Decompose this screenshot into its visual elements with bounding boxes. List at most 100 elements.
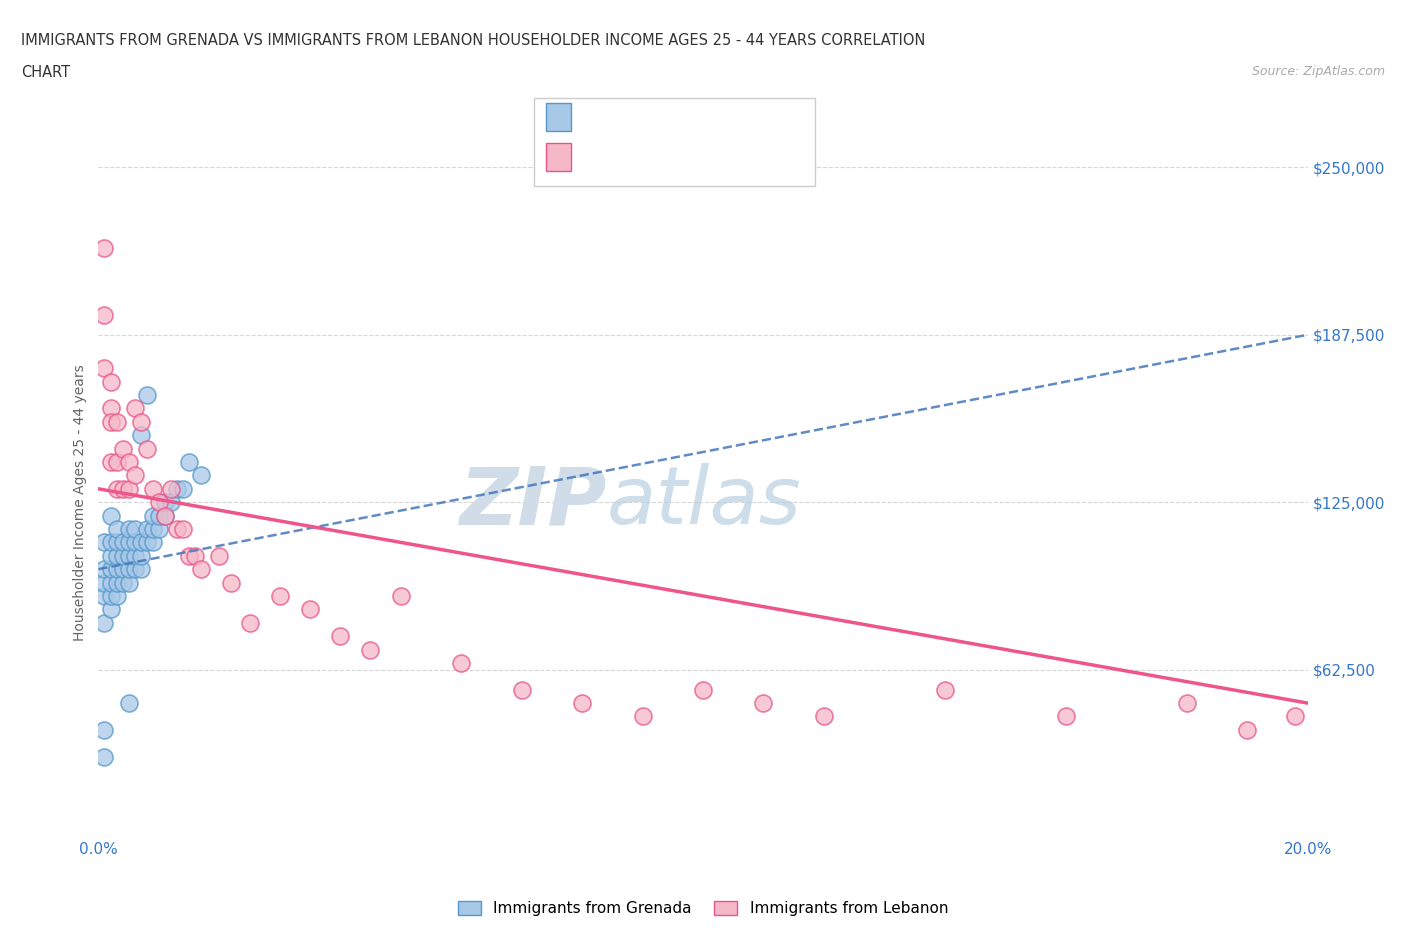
- Point: [100, 589, 122, 604]
- Point: [129, 549, 152, 564]
- Point: [93, 616, 115, 631]
- Text: R =: R =: [582, 109, 619, 127]
- Point: [111, 482, 134, 497]
- Point: [135, 535, 157, 550]
- Text: N =: N =: [686, 109, 723, 127]
- Point: [172, 482, 194, 497]
- Point: [142, 508, 165, 523]
- Point: [329, 629, 352, 644]
- Point: [105, 589, 128, 604]
- Text: CHART: CHART: [21, 65, 70, 80]
- Point: [124, 535, 146, 550]
- Point: [166, 522, 188, 537]
- Point: [221, 575, 243, 590]
- Point: [135, 522, 157, 537]
- Text: R =: R =: [582, 149, 619, 167]
- Point: [124, 549, 146, 564]
- Point: [111, 535, 134, 550]
- Point: [105, 562, 128, 577]
- Point: [105, 535, 128, 550]
- Text: ZIP: ZIP: [458, 463, 606, 541]
- Point: [100, 562, 122, 577]
- Point: [299, 602, 322, 617]
- Point: [153, 508, 176, 523]
- Text: N =: N =: [686, 149, 723, 167]
- Point: [105, 482, 128, 497]
- Point: [124, 468, 146, 483]
- Point: [129, 415, 152, 430]
- Point: [179, 549, 201, 564]
- Point: [93, 361, 115, 376]
- Text: 53: 53: [728, 109, 751, 127]
- Point: [129, 428, 152, 443]
- Point: [135, 441, 157, 456]
- Point: [692, 683, 714, 698]
- Point: [100, 535, 122, 550]
- Point: [100, 401, 122, 416]
- Point: [166, 482, 188, 497]
- Point: [93, 750, 115, 764]
- Point: [1284, 709, 1306, 724]
- Point: [118, 522, 141, 537]
- Point: [142, 522, 165, 537]
- Text: 47: 47: [728, 149, 752, 167]
- Point: [105, 455, 128, 470]
- Point: [93, 562, 115, 577]
- Point: [105, 575, 128, 590]
- Point: [1175, 696, 1198, 711]
- Point: [124, 562, 146, 577]
- Point: [142, 535, 165, 550]
- Point: [105, 415, 128, 430]
- Point: [124, 401, 146, 416]
- Point: [389, 589, 412, 604]
- Point: [142, 482, 165, 497]
- Point: [813, 709, 835, 724]
- Text: atlas: atlas: [606, 463, 801, 541]
- Point: [934, 683, 956, 698]
- Point: [571, 696, 593, 711]
- Point: [269, 589, 291, 604]
- Point: [510, 683, 533, 698]
- Text: Source: ZipAtlas.com: Source: ZipAtlas.com: [1251, 65, 1385, 78]
- Point: [111, 562, 134, 577]
- Point: [148, 508, 170, 523]
- Point: [124, 522, 146, 537]
- Point: [153, 508, 176, 523]
- Point: [1054, 709, 1077, 724]
- Point: [360, 642, 382, 657]
- Point: [752, 696, 775, 711]
- Point: [93, 535, 115, 550]
- Point: [118, 455, 141, 470]
- Text: 0.136: 0.136: [628, 109, 681, 127]
- Point: [153, 495, 176, 510]
- Point: [100, 549, 122, 564]
- Text: IMMIGRANTS FROM GRENADA VS IMMIGRANTS FROM LEBANON HOUSEHOLDER INCOME AGES 25 - : IMMIGRANTS FROM GRENADA VS IMMIGRANTS FR…: [21, 33, 925, 47]
- Y-axis label: Householder Income Ages 25 - 44 years: Householder Income Ages 25 - 44 years: [73, 364, 87, 641]
- Point: [148, 495, 170, 510]
- Point: [105, 522, 128, 537]
- Point: [179, 455, 201, 470]
- Point: [93, 575, 115, 590]
- Point: [190, 468, 212, 483]
- Point: [1236, 723, 1258, 737]
- Point: [129, 535, 152, 550]
- Point: [118, 482, 141, 497]
- Point: [111, 549, 134, 564]
- Point: [111, 441, 134, 456]
- Point: [160, 495, 183, 510]
- Point: [93, 307, 115, 322]
- Point: [129, 562, 152, 577]
- Text: -0.395: -0.395: [619, 149, 678, 167]
- Point: [100, 415, 122, 430]
- Point: [135, 388, 157, 403]
- Point: [450, 656, 472, 671]
- Point: [118, 696, 141, 711]
- Point: [208, 549, 231, 564]
- Point: [160, 482, 183, 497]
- Point: [118, 562, 141, 577]
- Point: [118, 575, 141, 590]
- Point: [100, 455, 122, 470]
- Point: [93, 240, 115, 255]
- Point: [100, 508, 122, 523]
- Point: [148, 522, 170, 537]
